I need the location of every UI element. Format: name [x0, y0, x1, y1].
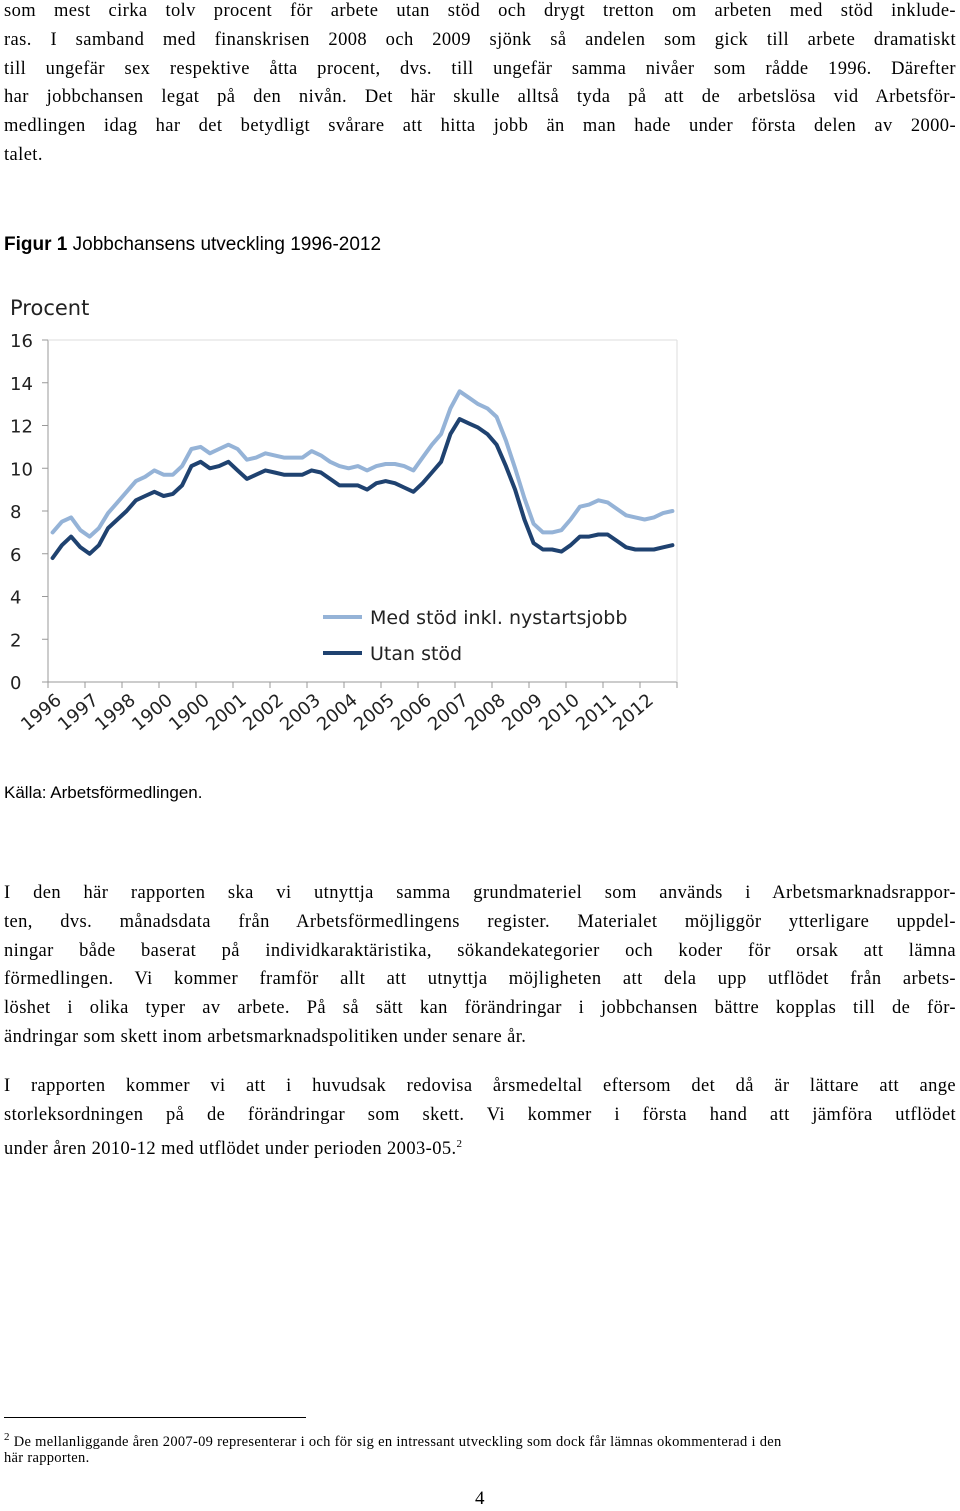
figure-caption-text: Jobbchansens utveckling 1996-2012	[72, 234, 382, 255]
x-tick-label: 1998	[91, 690, 140, 736]
x-tick-label: 2011	[572, 690, 621, 736]
x-tick-label: 1900	[128, 690, 177, 736]
text-span: ras. I samband med finanskrisen 2008 och…	[4, 29, 956, 50]
x-tick-label: 2007	[424, 690, 473, 736]
text-span: talet.	[4, 145, 43, 165]
legend-label: Utan stöd	[370, 643, 462, 665]
footnote-rule	[4, 1417, 306, 1418]
text-span: förmedlingen. Vi kommer framför allt att…	[4, 969, 956, 990]
text-line: medlingen idag har det betydligt svårare…	[4, 115, 956, 137]
x-tick-label: 2010	[535, 690, 584, 736]
text-line: ras. I samband med finanskrisen 2008 och…	[4, 29, 956, 51]
footnote-marker: 2	[4, 1431, 10, 1443]
text-span: medlingen idag har det betydligt svårare…	[4, 116, 956, 137]
y-tick-label: 2	[10, 630, 21, 651]
x-tick-label: 2001	[202, 690, 251, 736]
text-line: storleksordningen på de förändringar som…	[4, 1104, 956, 1126]
x-tick-label: 2009	[498, 690, 547, 736]
x-tick-label: 2005	[350, 690, 399, 736]
series-line	[50, 389, 675, 539]
y-tick-label: 12	[10, 417, 33, 438]
x-tick-label: 2012	[609, 690, 658, 736]
series-line	[50, 417, 675, 560]
text-line: löshet i olika typer av arbete. På så sä…	[4, 997, 956, 1019]
y-tick-label: 4	[10, 588, 21, 609]
text-line: har jobbchansen legat på den nivån. Det …	[4, 86, 956, 108]
text-line: under åren 2010-12 med utflödet under pe…	[4, 1133, 956, 1160]
y-axis-label: Procent	[10, 296, 89, 320]
x-tick-label: 2004	[313, 690, 362, 736]
text-line: ändringar som skett inom arbetsmarknadsp…	[4, 1026, 956, 1048]
figure-label: Figur 1	[4, 234, 68, 255]
legend-label: Med stöd inkl. nystartsjobb	[370, 607, 627, 629]
text-span: har jobbchansen legat på den nivån. Det …	[4, 87, 956, 108]
text-span: I rapporten kommer vi att i huvudsak red…	[4, 1076, 956, 1096]
footnote-text: här rapporten.	[4, 1450, 90, 1466]
text-line: talet.	[4, 144, 956, 166]
text-line: I rapporten kommer vi att i huvudsak red…	[4, 1075, 956, 1097]
text-span: I den här rapporten ska vi utnyttja samm…	[4, 883, 956, 903]
y-tick-label: 16	[10, 331, 33, 352]
footnote-line: här rapporten.	[4, 1450, 956, 1467]
y-tick-label: 8	[10, 502, 21, 523]
page-number: 4	[475, 1488, 485, 1509]
text-line: till ungefär sex respektive åtta procent…	[4, 58, 956, 80]
footnote-line: 2 De mellanliggande åren 2007-09 represe…	[4, 1431, 956, 1451]
footnote-text: De mellanliggande åren 2007-09 represent…	[13, 1433, 782, 1450]
text-span: löshet i olika typer av arbete. På så sä…	[4, 998, 956, 1019]
x-tick-label: 2008	[461, 690, 510, 736]
text-line: ten, dvs. månadsdata från Arbetsförmedli…	[4, 911, 956, 933]
chart: Procent 02468101214161996199719981900190…	[10, 296, 678, 736]
text-span: till ungefär sex respektive åtta procent…	[4, 58, 956, 79]
text-span: ningar både baserat på individkaraktäris…	[4, 940, 956, 961]
text-line: I den här rapporten ska vi utnyttja samm…	[4, 882, 956, 904]
y-tick-label: 10	[10, 459, 33, 480]
text-span: som mest cirka tolv procent för arbete u…	[4, 1, 956, 21]
y-tick-label: 6	[10, 545, 21, 566]
text-line: förmedlingen. Vi kommer framför allt att…	[4, 968, 956, 990]
text-span: storleksordningen på de förändringar som…	[4, 1104, 956, 1125]
x-tick-label: 2006	[387, 690, 436, 736]
x-tick-label: 1900	[165, 690, 214, 736]
x-tick-label: 1997	[54, 690, 103, 736]
figure-source: Källa: Arbetsförmedlingen.	[4, 783, 203, 802]
text-span: ten, dvs. månadsdata från Arbetsförmedli…	[4, 911, 956, 932]
footnote-ref: 2	[456, 1137, 463, 1150]
y-tick-label: 14	[10, 374, 33, 395]
y-tick-label: 0	[10, 673, 21, 694]
text-line: som mest cirka tolv procent för arbete u…	[4, 0, 956, 22]
text-span: ändringar som skett inom arbetsmarknadsp…	[4, 1027, 527, 1047]
text-line: ningar både baserat på individkaraktäris…	[4, 940, 956, 962]
x-tick-label: 2003	[276, 690, 325, 736]
x-tick-label: 2002	[239, 690, 288, 736]
x-tick-label: 1996	[17, 690, 66, 736]
figure-caption: Figur 1 Jobbchansens utveckling 1996-201…	[4, 234, 381, 256]
text-span: under åren 2010-12 med utflödet under pe…	[4, 1138, 457, 1159]
